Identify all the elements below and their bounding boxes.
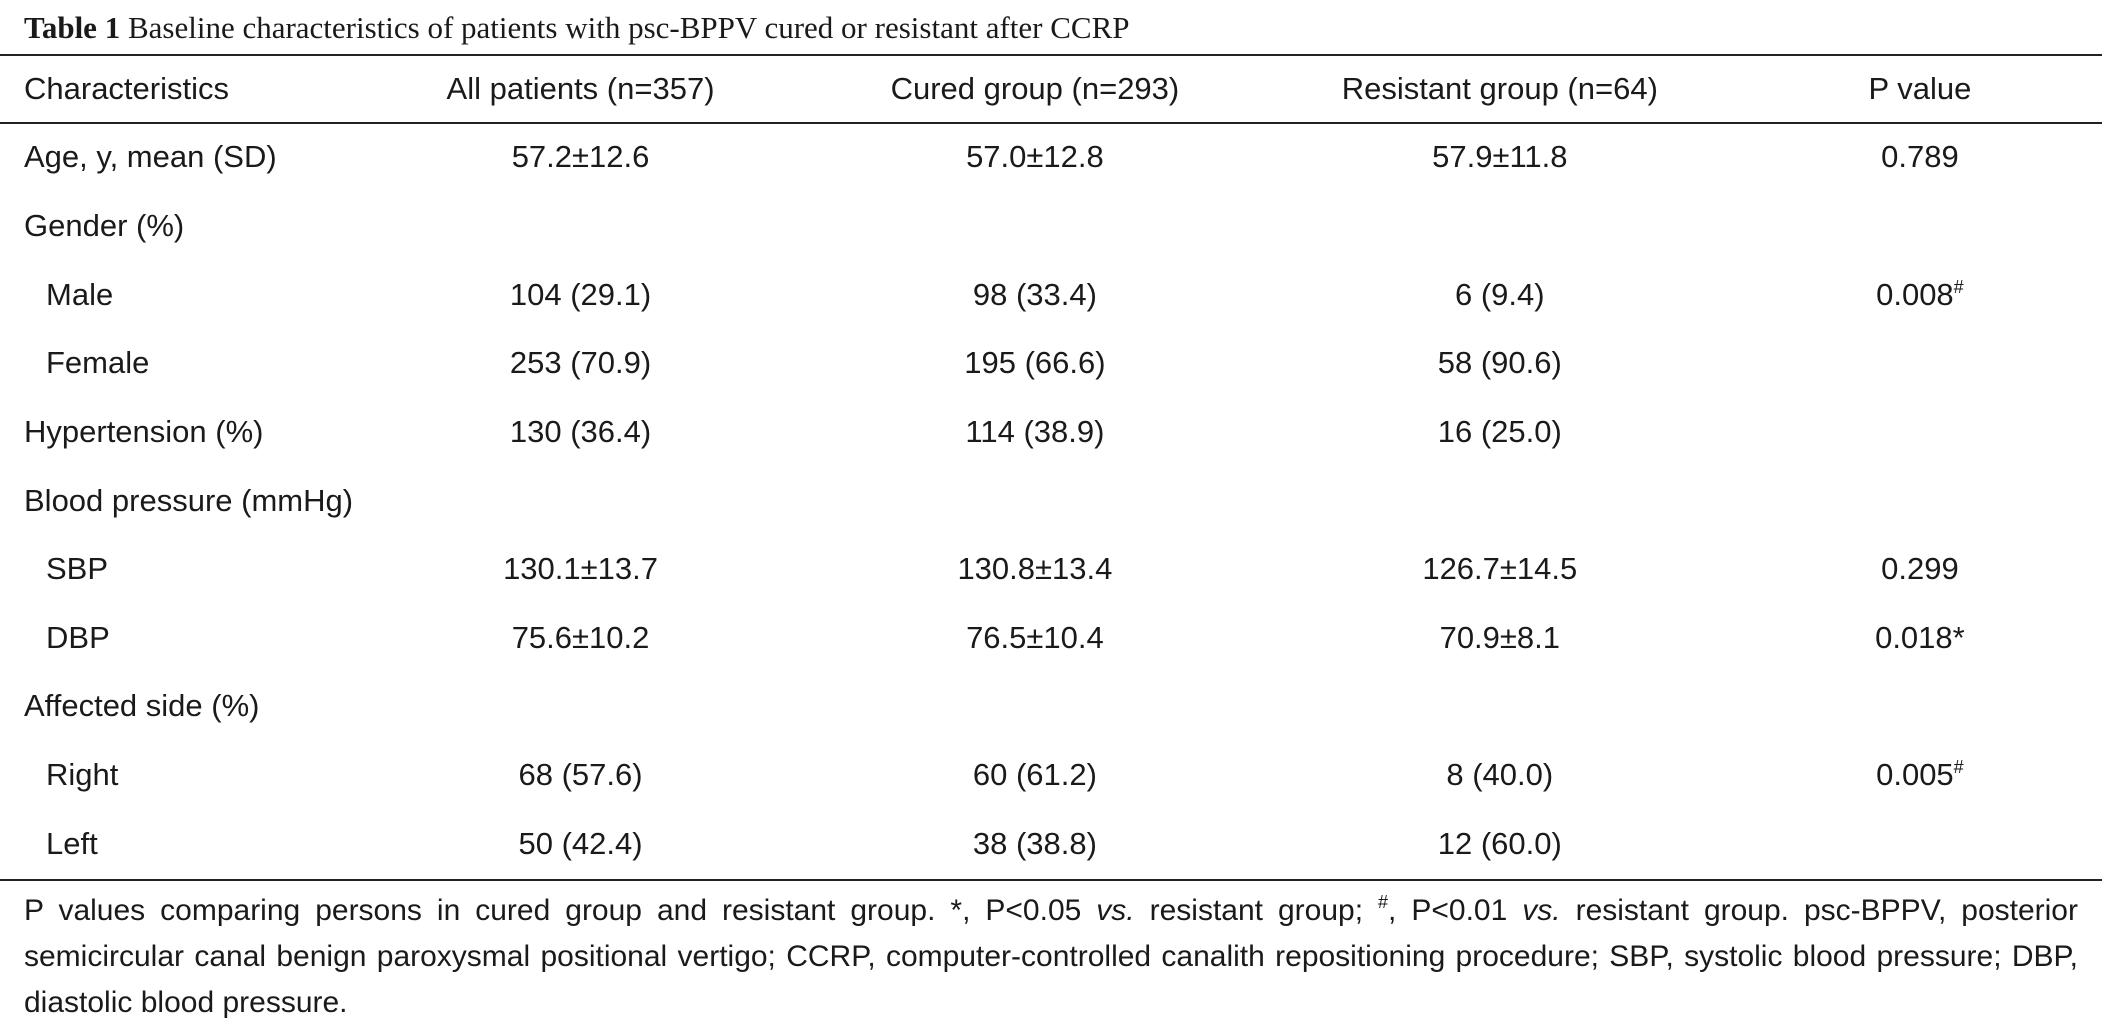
cell-p-value [1738,192,2102,261]
table-row: SBP 130.1±13.7 130.8±13.4 126.7±14.5 0.2… [0,535,2102,604]
row-label: DBP [46,619,110,655]
table-caption-text: Baseline characteristics of patients wit… [127,10,1130,45]
table-row: Female 253 (70.9) 195 (66.6) 58 (90.6) [0,329,2102,398]
cell-resistant [1262,672,1738,741]
bottom-rule [0,879,2102,881]
p-value-text: 0.008 [1876,276,1954,312]
cell-p-value [1738,809,2102,878]
cell-cured: 38 (38.8) [972,825,1097,861]
footnote-text: , P<0.01 [1388,894,1523,927]
cell-cured [808,466,1262,535]
table-caption: Table 1 Baseline characteristics of pati… [24,8,1130,48]
cell-resistant [1262,192,1738,261]
row-label: Female [46,345,150,381]
header-rule [0,122,2102,124]
table-row: Affected side (%) [0,672,2102,741]
p-value-text: 0.005 [1876,757,1954,793]
cell-all: 68 (57.6) [518,757,643,793]
cell-all: 130 (36.4) [509,414,652,450]
cell-cured: 98 (33.4) [972,276,1097,312]
cell-p-value: 0.299 [1881,551,1959,587]
p-value-mark: # [1953,757,1964,778]
row-label: Left [46,825,98,861]
p-value-text: 0.789 [1881,139,1959,174]
cell-resistant: 16 (25.0) [1437,414,1562,450]
cell-cured [808,192,1262,261]
table-caption-label: Table 1 [24,10,121,45]
cell-all: 75.6±10.2 [511,619,650,655]
cell-p-value: 0.789 [1738,122,2102,192]
header-resistant-group: Resistant group (n=64) [1341,71,1658,106]
cell-all: 57.2±12.6 [511,139,650,174]
top-rule [0,54,2102,56]
cell-resistant: 57.9±11.8 [1432,139,1568,174]
header-cured-group: Cured group (n=293) [890,71,1180,106]
cell-cured: 114 (38.9) [965,414,1105,450]
cell-resistant: 70.9±8.1 [1439,619,1561,655]
table-row: Male 104 (29.1) 98 (33.4) 6 (9.4) 0.008# [0,261,2102,330]
cell-resistant: 58 (90.6) [1437,345,1562,381]
row-label: Right [46,757,119,793]
header-characteristics: Characteristics [24,71,229,106]
table-row: Right 68 (57.6) 60 (61.2) 8 (40.0) 0.005… [0,741,2102,810]
p-value-mark: # [1953,276,1964,297]
cell-resistant: 8 (40.0) [1446,757,1554,793]
header-all-patients: All patients (n=357) [446,71,715,106]
cell-resistant [1262,466,1738,535]
cell-p-value [1738,672,2102,741]
footnote-vs: vs. [1522,894,1561,927]
row-label: SBP [46,551,109,587]
row-label: Hypertension (%) [24,414,264,450]
table-row: Gender (%) [0,192,2102,261]
table-row: Left 50 (42.4) 38 (38.8) 12 (60.0) [0,809,2102,878]
cell-all [353,672,808,741]
table-footnote: P values comparing persons in cured grou… [24,888,2078,1026]
cell-p-value [1738,329,2102,398]
cell-all: 253 (70.9) [509,345,652,381]
table-row: Age, y, mean (SD) 57.2±12.6 57.0±12.8 57… [0,122,2102,192]
cell-cured: 57.0±12.8 [966,139,1104,174]
cell-p-value [1738,398,2102,467]
cell-cured: 60 (61.2) [972,757,1097,793]
cell-p-value [1738,466,2102,535]
table-row: Blood pressure (mmHg) [0,466,2102,535]
cell-all: 104 (29.1) [509,276,652,312]
header-p-value: P value [1868,71,1972,106]
footnote-text: resistant group. psc-BPPV, posterior sem… [24,894,2078,1019]
row-label: Age, y, mean (SD) [24,139,277,174]
cell-all [353,466,808,535]
cell-all [353,192,808,261]
row-label: Affected side (%) [24,688,260,724]
cell-cured [808,672,1262,741]
cell-cured: 195 (66.6) [964,345,1106,381]
cell-p-value: 0.008# [1738,261,2102,330]
cell-all: 130.1±13.7 [503,551,658,587]
cell-resistant: 6 (9.4) [1455,276,1545,312]
row-label: Gender (%) [24,208,185,244]
table-row: DBP 75.6±10.2 76.5±10.4 70.9±8.1 0.018* [0,604,2102,673]
table-row: Hypertension (%) 130 (36.4) 114 (38.9) 1… [0,398,2102,467]
cell-cured: 76.5±10.4 [966,619,1104,655]
cell-all: 50 (42.4) [518,825,643,861]
cell-p-value: 0.005# [1738,741,2102,810]
header-row: Characteristics All patients (n=357) Cur… [0,56,2102,122]
cell-p-value: 0.018* [1875,619,1965,655]
footnote-text: P values comparing persons in cured grou… [24,894,1097,927]
cell-cured: 130.8±13.4 [957,551,1113,587]
baseline-table: Characteristics All patients (n=357) Cur… [0,56,2102,878]
cell-resistant: 126.7±14.5 [1422,551,1578,587]
row-label: Blood pressure (mmHg) [24,482,354,518]
footnote-mark: # [1378,892,1389,912]
cell-resistant: 12 (60.0) [1437,825,1562,861]
row-label: Male [46,276,114,312]
footnote-vs: vs. [1096,894,1135,927]
footnote-text: resistant group; [1134,894,1379,927]
